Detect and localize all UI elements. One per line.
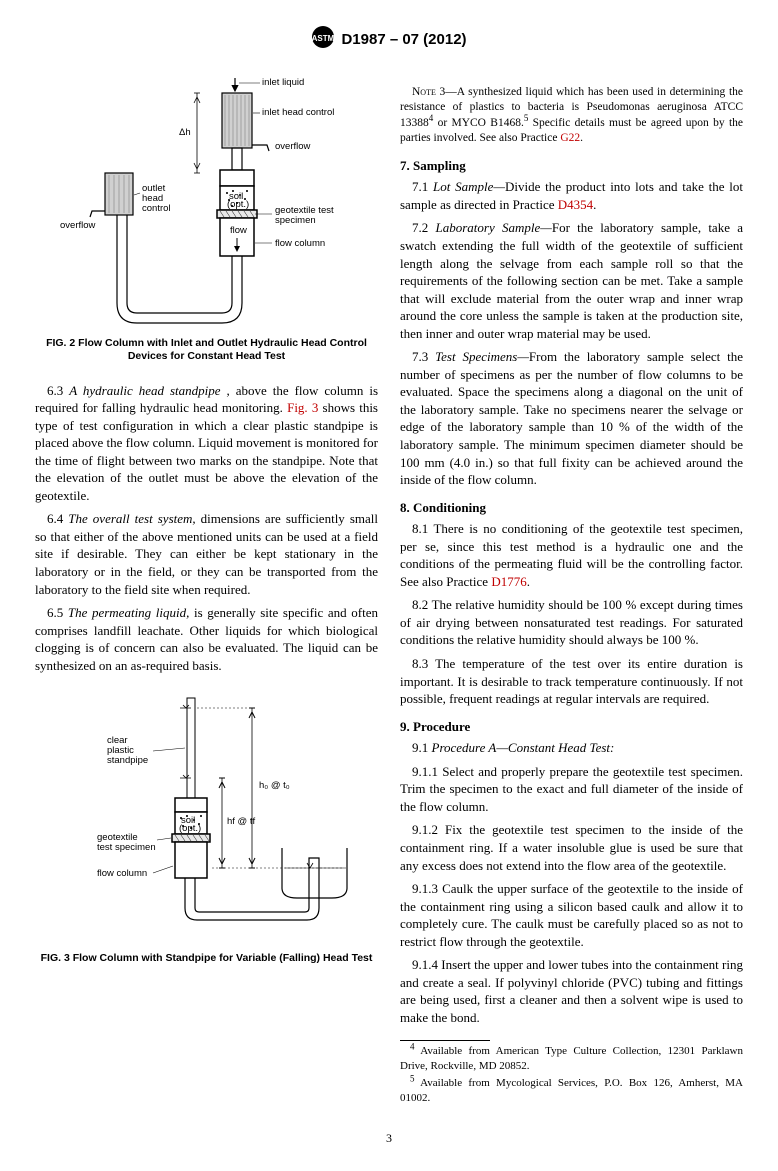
svg-text:Δh: Δh — [179, 127, 191, 138]
figure-2: inlet liquid inlet head control overflow… — [35, 73, 378, 363]
two-column-layout: inlet liquid inlet head control overflow… — [35, 73, 743, 1108]
para-7.3: 7.3 Test Specimens—From the laboratory s… — [400, 348, 743, 488]
svg-text:hf @ tf: hf @ tf — [227, 816, 255, 827]
para-6.5: 6.5 The permeating liquid, is generally … — [35, 604, 378, 674]
page-header: ASTM D1987 – 07 (2012) — [35, 25, 743, 55]
term-6.5: The permeating liquid, — [68, 605, 190, 620]
para-6.4: 6.4 The overall test system, dimensions … — [35, 510, 378, 598]
svg-text:inlet head control: inlet head control — [262, 107, 334, 118]
link-d1776[interactable]: D1776 — [491, 574, 526, 589]
section-9-head: 9. Procedure — [400, 718, 743, 736]
term-6.3: A hydraulic head standpipe , — [69, 383, 230, 398]
svg-text:ASTM: ASTM — [312, 34, 335, 43]
footnote-5: 5 Available from Mycological Services, P… — [400, 1076, 743, 1106]
svg-text:flow: flow — [230, 225, 247, 236]
footnote-4: 4 Available from American Type Culture C… — [400, 1044, 743, 1074]
para-9.1.3: 9.1.3 Caulk the upper surface of the geo… — [400, 880, 743, 950]
svg-text:(opt.): (opt.) — [227, 199, 249, 210]
para-6.3: 6.3 A hydraulic head standpipe , above t… — [35, 382, 378, 505]
para-9.1: 9.1 Procedure A—Constant Head Test: — [400, 739, 743, 757]
section-7-head: 7. Sampling — [400, 157, 743, 175]
svg-text:inlet liquid: inlet liquid — [262, 77, 304, 88]
svg-text:h₀ @ t₀: h₀ @ t₀ — [259, 780, 290, 791]
designation-text: D1987 – 07 (2012) — [341, 31, 466, 48]
fig2-caption: FIG. 2 Flow Column with Inlet and Outlet… — [35, 337, 378, 363]
para-8.2: 8.2 The relative humidity should be 100 … — [400, 596, 743, 649]
para-7.2: 7.2 Laboratory Sample—For the laboratory… — [400, 219, 743, 342]
svg-text:flow column: flow column — [275, 238, 325, 249]
page-number: 3 — [35, 1130, 743, 1146]
svg-text:flow column: flow column — [97, 868, 147, 879]
term-6.4: The overall test system, — [68, 511, 195, 526]
svg-text:specimen: specimen — [275, 215, 316, 226]
para-7.1: 7.1 Lot Sample—Divide the product into l… — [400, 178, 743, 213]
svg-text:(opt.): (opt.) — [179, 823, 201, 834]
section-8-head: 8. Conditioning — [400, 499, 743, 517]
svg-text:test specimen: test specimen — [97, 842, 156, 853]
astm-logo-icon: ASTM — [311, 25, 335, 55]
para-9.1.4: 9.1.4 Insert the upper and lower tubes i… — [400, 956, 743, 1026]
fig3-caption: FIG. 3 Flow Column with Standpipe for Va… — [35, 952, 378, 965]
para-8.3: 8.3 The temperature of the test over its… — [400, 655, 743, 708]
para-8.1: 8.1 There is no conditioning of the geot… — [400, 520, 743, 590]
para-9.1.2: 9.1.2 Fix the geotextile test specimen t… — [400, 821, 743, 874]
svg-text:overflow: overflow — [60, 220, 96, 231]
link-d4354[interactable]: D4354 — [558, 197, 593, 212]
link-g22[interactable]: G22 — [560, 132, 580, 144]
svg-text:standpipe: standpipe — [107, 755, 148, 766]
svg-text:overflow: overflow — [275, 141, 311, 152]
svg-text:control: control — [142, 203, 171, 214]
para-9.1.1: 9.1.1 Select and properly prepare the ge… — [400, 763, 743, 816]
note-3: Note 3—A synthesized liquid which has be… — [400, 85, 743, 147]
link-fig3[interactable]: Fig. 3 — [287, 400, 318, 415]
figure-3: clear plastic standpipe soil (opt.) geot… — [35, 688, 378, 965]
